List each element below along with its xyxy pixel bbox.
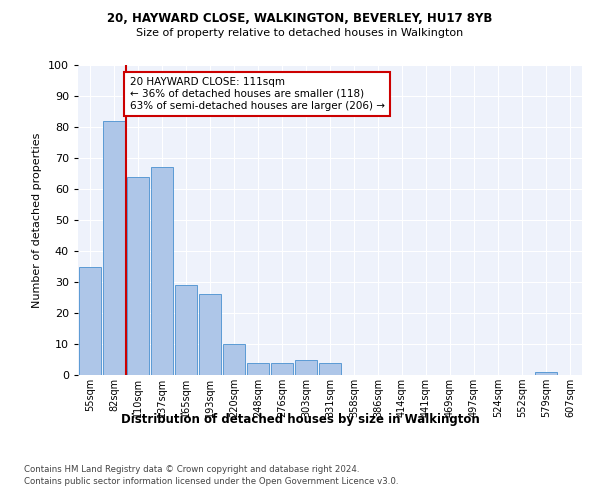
Bar (199, 294, 221, 375)
Text: 20 HAYWARD CLOSE: 111sqm
← 36% of detached houses are smaller (118)
63% of semi-: 20 HAYWARD CLOSE: 111sqm ← 36% of detach… (130, 78, 385, 110)
Bar (151, 168, 173, 375)
Bar (271, 362, 293, 375)
Bar (535, 372, 557, 375)
Bar (247, 362, 269, 375)
Text: Size of property relative to detached houses in Walkington: Size of property relative to detached ho… (136, 28, 464, 38)
Y-axis label: Number of detached properties: Number of detached properties (32, 132, 43, 308)
Bar (127, 176, 149, 375)
Text: 20, HAYWARD CLOSE, WALKINGTON, BEVERLEY, HU17 8YB: 20, HAYWARD CLOSE, WALKINGTON, BEVERLEY,… (107, 12, 493, 26)
Bar (319, 362, 341, 375)
Text: Contains public sector information licensed under the Open Government Licence v3: Contains public sector information licen… (24, 478, 398, 486)
Bar (79, 266, 101, 375)
Bar (295, 360, 317, 375)
Bar (103, 121, 125, 375)
Bar (175, 285, 197, 375)
Bar (223, 344, 245, 375)
Text: Distribution of detached houses by size in Walkington: Distribution of detached houses by size … (121, 412, 479, 426)
Text: Contains HM Land Registry data © Crown copyright and database right 2024.: Contains HM Land Registry data © Crown c… (24, 465, 359, 474)
